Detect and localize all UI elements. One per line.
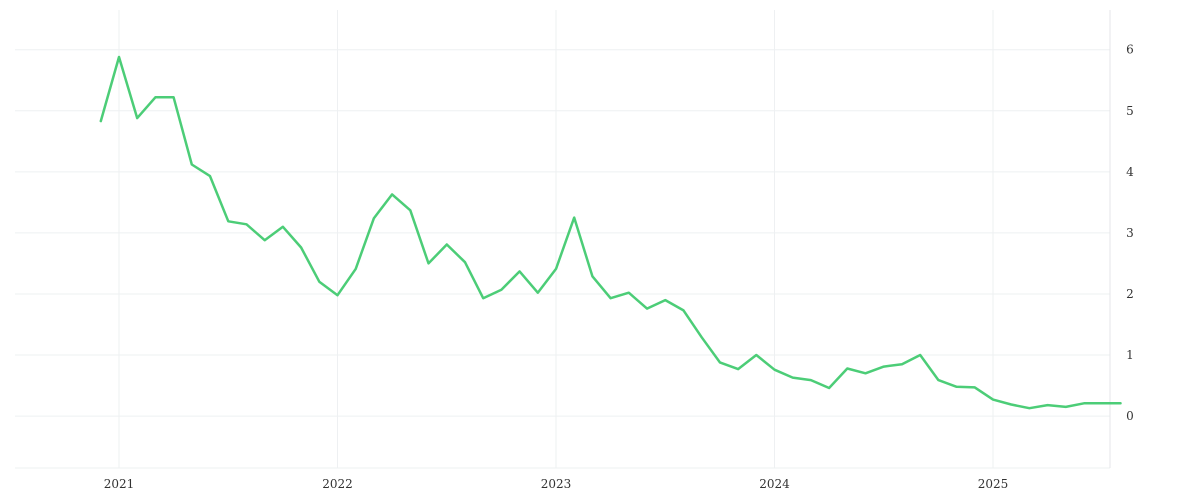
data-point <box>664 299 666 301</box>
y-tick-label: 0 <box>1126 409 1134 423</box>
x-tick-label: 2025 <box>978 477 1009 491</box>
data-point <box>919 354 921 356</box>
data-point <box>810 379 812 381</box>
data-point <box>828 387 830 389</box>
y-tick-label: 6 <box>1126 43 1134 57</box>
data-point <box>992 398 994 400</box>
data-point <box>646 307 648 309</box>
data-point <box>264 239 266 241</box>
data-point <box>373 217 375 219</box>
data-point <box>955 386 957 388</box>
data-point <box>591 275 593 277</box>
data-point <box>500 289 502 291</box>
data-point <box>537 292 539 294</box>
data-point <box>555 268 557 270</box>
data-point <box>172 96 174 98</box>
data-point <box>628 292 630 294</box>
data-point <box>100 120 102 122</box>
data-point <box>901 363 903 365</box>
series-line <box>99 55 1122 410</box>
y-tick-label: 4 <box>1126 165 1134 179</box>
data-point <box>701 336 703 338</box>
data-point <box>245 223 247 225</box>
y-tick-label: 3 <box>1126 226 1134 240</box>
grid <box>15 10 1111 469</box>
data-point <box>1028 407 1030 409</box>
x-axis-ticks: 2021 2022 2023 2024 2025 <box>104 477 1009 491</box>
data-point <box>974 386 976 388</box>
x-tick-label: 2023 <box>541 477 572 491</box>
data-point <box>191 163 193 165</box>
data-point <box>773 369 775 371</box>
data-point <box>573 216 575 218</box>
x-tick-label: 2022 <box>322 477 353 491</box>
data-point <box>609 297 611 299</box>
data-point <box>1083 402 1085 404</box>
y-axis-ticks: 0 1 2 3 4 5 6 <box>1126 43 1134 423</box>
data-point <box>118 56 120 58</box>
data-point <box>518 270 520 272</box>
data-point <box>1119 402 1121 404</box>
data-point <box>937 379 939 381</box>
data-point <box>464 261 466 263</box>
series-layer <box>99 55 1122 410</box>
data-point <box>755 354 757 356</box>
data-point <box>336 294 338 296</box>
data-point <box>355 268 357 270</box>
data-point <box>136 117 138 119</box>
data-point <box>318 281 320 283</box>
data-point <box>1046 404 1048 406</box>
data-point <box>719 361 721 363</box>
y-tick-label: 1 <box>1126 348 1134 362</box>
y-tick-label: 2 <box>1126 287 1134 301</box>
data-point <box>209 175 211 177</box>
x-tick-label: 2024 <box>759 477 790 491</box>
data-point <box>1101 402 1103 404</box>
data-point <box>883 365 885 367</box>
data-point <box>427 262 429 264</box>
data-point <box>300 246 302 248</box>
data-point <box>682 309 684 311</box>
data-point <box>792 376 794 378</box>
data-point <box>846 367 848 369</box>
data-point <box>1010 403 1012 405</box>
data-point <box>482 297 484 299</box>
data-point <box>1065 406 1067 408</box>
data-point <box>154 96 156 98</box>
data-point <box>227 220 229 222</box>
y-tick-label: 5 <box>1126 104 1134 118</box>
data-point <box>391 193 393 195</box>
data-point <box>737 368 739 370</box>
x-tick-label: 2021 <box>104 477 135 491</box>
data-point <box>446 243 448 245</box>
data-point <box>282 226 284 228</box>
data-point <box>409 209 411 211</box>
data-point <box>864 372 866 374</box>
